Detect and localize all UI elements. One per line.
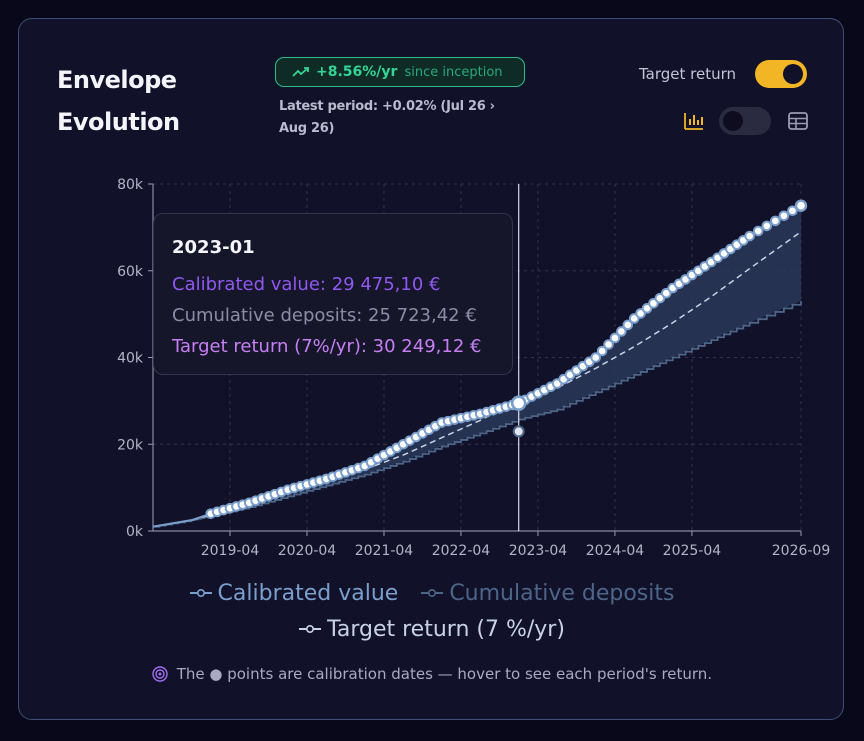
calibration-point [590,352,601,363]
y-tick-label: 80k [117,177,144,193]
x-tick-label: 2019-04 [201,543,260,559]
trending-up-icon [292,67,309,77]
toggle-knob [783,64,803,84]
calibration-point [770,215,781,227]
tooltip-deposits: Cumulative deposits: 25 723,42 € [172,305,477,326]
latest-period-text: Latest period: +0.02% (Jul 26 › Aug 26) [279,99,495,136]
envelope-evolution-card: Envelope Evolution +8.56%/yr since incep… [18,18,844,720]
legend-label: Cumulative deposits [449,580,675,606]
chart-legend: Calibrated value Cumulative deposits [19,579,845,606]
x-tick-label: 2022-04 [432,543,491,559]
calibration-point-last [794,199,808,212]
x-tick-label: 2024-04 [586,543,645,559]
y-tick-label: 20k [117,437,144,453]
annual-return-rate: +8.56%/yr [316,64,398,80]
calibration-point [778,210,790,222]
calibration-point [609,332,621,344]
legend-label: Calibrated value [217,580,399,606]
calibration-point [596,345,608,357]
bar-chart-icon[interactable] [683,111,705,131]
x-tick-label: 2021-04 [355,543,414,559]
legend-label: Target return (7 %/yr) [327,616,565,642]
calibration-point [761,220,773,232]
annual-return-since: since inception [404,64,503,80]
table-icon[interactable] [787,111,809,131]
view-toggle[interactable] [719,107,771,135]
calibration-point [787,205,798,217]
legend-marker-icon [421,588,444,598]
calibration-note-text: The ● points are calibration dates — hov… [176,665,713,683]
target-return-toggle[interactable] [755,60,807,88]
chart-tooltip: 2023-01 Calibrated value: 29 475,10 € Cu… [153,213,513,375]
calibration-point [752,225,764,237]
target-icon [152,666,168,682]
legend-item-target[interactable]: Target return (7 %/yr) [299,617,565,642]
legend-item-calibrated[interactable]: Calibrated value [189,580,399,606]
x-tick-label: 2026-09 [772,543,831,559]
toggle-knob [723,111,743,131]
annual-return-badge: +8.56%/yr since inception [275,57,525,87]
hover-point-deposits [512,425,525,438]
x-tick-label: 2023-04 [509,543,568,559]
calibration-note: The ● points are calibration dates — hov… [19,665,845,683]
chart-legend-row-2: Target return (7 %/yr) [19,615,845,642]
tooltip-date: 2023-01 [172,237,255,258]
title-line-1: Envelope [57,66,177,94]
x-tick-label: 2020-04 [278,543,337,559]
y-tick-label: 0k [126,524,144,540]
y-tick-label: 60k [117,264,144,280]
x-tick-label: 2025-04 [663,543,722,559]
legend-marker-icon [189,588,212,598]
legend-item-deposits[interactable]: Cumulative deposits [421,581,674,606]
calibration-point [622,319,634,331]
target-return-label: Target return [639,65,737,83]
calibration-point [603,339,614,350]
hover-point-calibrated [510,395,527,411]
legend-marker-icon [299,624,322,634]
calibration-point [744,230,755,242]
tooltip-target: Target return (7%/yr): 30 249,12 € [172,336,482,357]
card-title: Envelope Evolution [57,59,207,143]
title-line-2: Evolution [57,108,180,136]
tooltip-calibrated: Calibrated value: 29 475,10 € [172,274,441,295]
y-tick-label: 40k [117,351,144,367]
calibration-point [616,326,627,337]
